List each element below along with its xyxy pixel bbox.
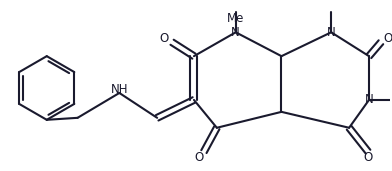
Text: O: O [383,32,392,45]
Text: N: N [231,26,240,39]
Text: O: O [160,32,169,45]
Text: O: O [194,151,203,164]
Text: Me: Me [227,12,245,25]
Text: N: N [327,26,336,39]
Text: O: O [363,151,373,164]
Text: N: N [365,93,374,106]
Text: NH: NH [111,83,128,96]
